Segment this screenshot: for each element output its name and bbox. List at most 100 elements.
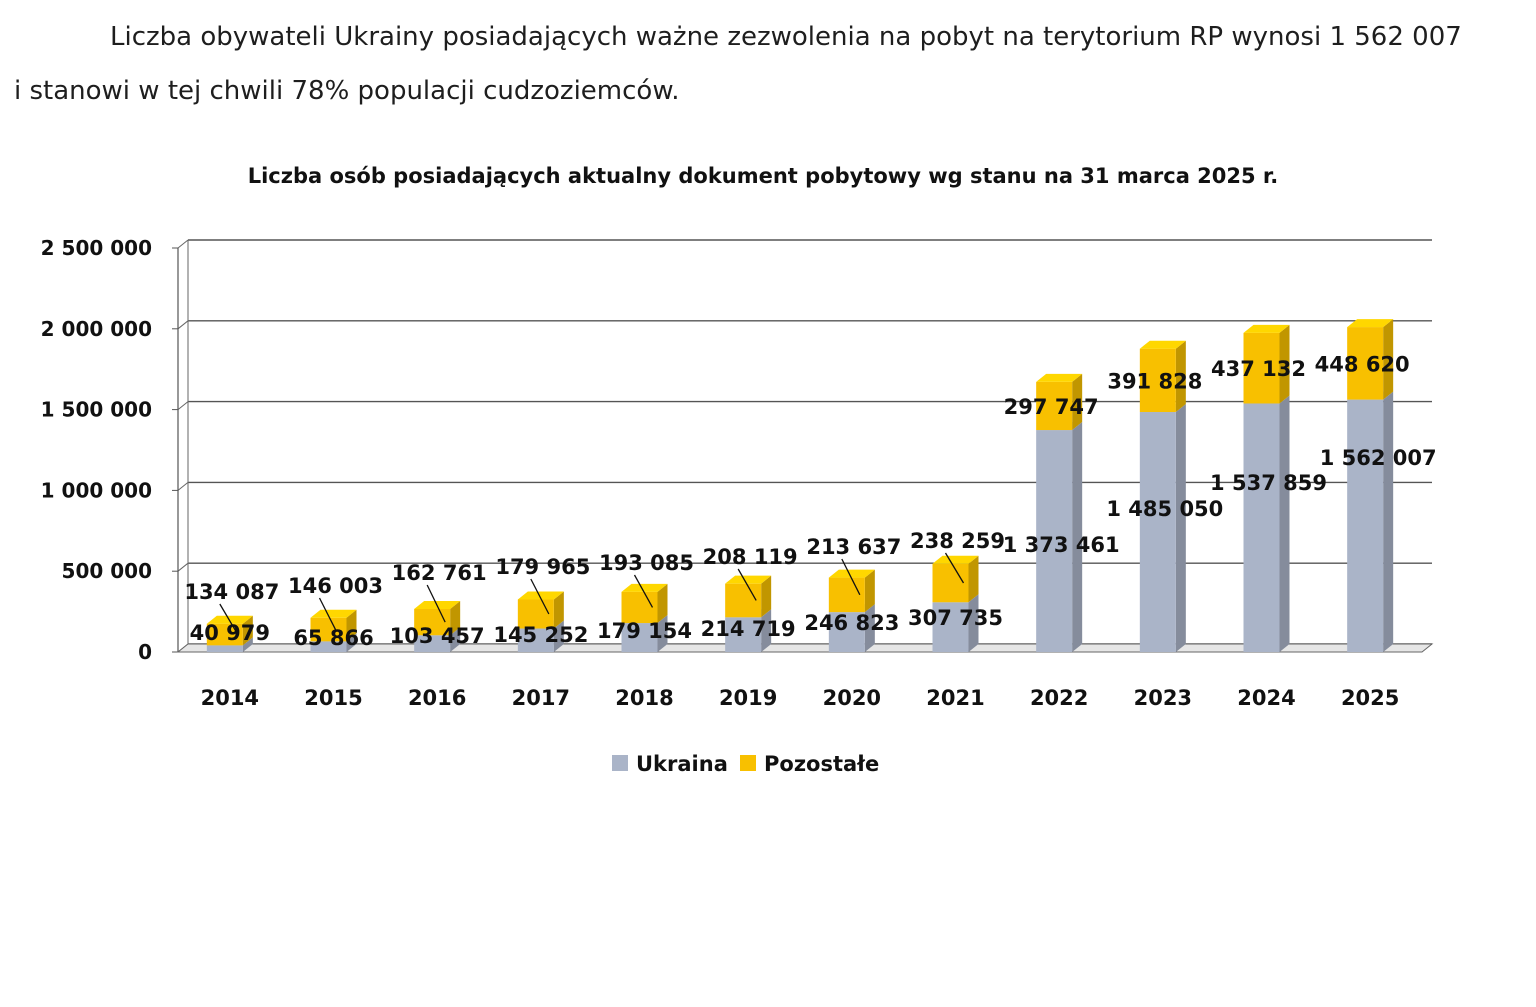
bar-ukraina-front (1243, 403, 1280, 652)
bar-pozostale (621, 583, 668, 624)
x-category-label: 2021 (926, 686, 984, 710)
x-category-label: 2022 (1030, 686, 1088, 710)
bar-pozostale-top (1347, 319, 1394, 328)
bar-column-2017 (517, 591, 564, 652)
bar-pozostale-front (414, 608, 451, 636)
gridline-depth (177, 320, 189, 330)
bar-pozostale-front (828, 577, 865, 613)
bar-ukraina-side (1383, 391, 1394, 652)
bar-pozostale (310, 609, 357, 642)
bar-column-2021 (932, 555, 979, 652)
bar-ukraina-side (657, 615, 668, 652)
bar-ukraina-side (242, 637, 253, 652)
data-label-ukraina: 1 485 050 (1106, 497, 1223, 521)
data-label-pozostale: 162 761 (392, 561, 487, 585)
data-label-ukraina: 103 457 (390, 624, 485, 648)
bar-pozostale-top (828, 569, 875, 578)
intro-text: Liczba obywateli Ukrainy posiadających w… (14, 10, 1514, 118)
bar-pozostale-side (1175, 340, 1186, 413)
bar-pozostale (1243, 324, 1290, 404)
bar-pozostale (414, 600, 461, 636)
data-labels: 40 979 134 087 65 866 146 003 103 457 162 761… (184, 352, 1436, 650)
bar-ukraina-side (968, 594, 979, 652)
bar-pozostale-side (553, 591, 564, 629)
bar-pozostale-front (1347, 327, 1384, 400)
stacked-bar-chart: Liczba osób posiadających aktualny dokum… (41, 164, 1437, 776)
bar-ukraina (1036, 422, 1083, 652)
bars (206, 319, 1394, 652)
bar-pozostale-front (932, 563, 969, 603)
y-tick-label: 2 500 000 (41, 236, 152, 260)
data-label-ukraina: 307 735 (908, 606, 1003, 630)
bar-column-2018 (621, 583, 668, 652)
y-tick-label: 1 500 000 (41, 398, 152, 422)
chart-floor (176, 643, 1434, 653)
bar-pozostale-side (657, 583, 668, 624)
bar-ukraina-front (414, 635, 451, 652)
bar-pozostale (725, 575, 772, 618)
data-label-ukraina: 1 562 007 (1320, 446, 1437, 470)
legend: Ukraina Pozostałe (612, 752, 879, 776)
y-tick-label: 500 000 (62, 559, 152, 583)
x-category-label: 2014 (201, 686, 259, 710)
bar-pozostale (517, 591, 564, 629)
data-label-pozostale: 193 085 (599, 551, 694, 575)
x-category-label: 2023 (1134, 686, 1192, 710)
bar-pozostale-side (968, 555, 979, 603)
bar-ukraina (1139, 404, 1186, 652)
x-category-label: 2016 (408, 686, 466, 710)
bar-pozostale (1347, 319, 1394, 400)
bar-pozostale-side (761, 575, 772, 618)
x-category-label: 2015 (304, 686, 362, 710)
bar-pozostale-front (517, 599, 554, 629)
bar-column-2016 (414, 600, 461, 652)
y-tick-label: 0 (138, 640, 152, 664)
data-label-ukraina: 1 373 461 (1003, 533, 1120, 557)
legend-swatch-ukraina (612, 755, 628, 771)
bar-pozostale-top (1036, 373, 1083, 382)
bar-ukraina-side (450, 627, 461, 652)
data-label-pozostale: 391 828 (1107, 369, 1202, 393)
bar-pozostale-side (346, 609, 357, 642)
gridline-depth (177, 482, 189, 491)
leader-line (318, 597, 337, 630)
data-label-pozostale: 208 119 (703, 545, 798, 569)
bar-pozostale-top (1243, 324, 1290, 333)
bar-ukraina-front (517, 628, 554, 652)
gridline-depth (177, 239, 189, 249)
bar-column-2024 (1243, 324, 1290, 652)
bar-ukraina-front (828, 612, 865, 652)
data-label-pozostale: 448 620 (1315, 352, 1410, 376)
data-label-pozostale: 134 087 (184, 580, 279, 604)
data-label-ukraina: 1 537 859 (1210, 471, 1327, 495)
bar-pozostale-front (1243, 332, 1280, 404)
bar-pozostale-front (310, 617, 347, 642)
bar-pozostale-top (517, 591, 564, 600)
bar-ukraina (1243, 395, 1290, 652)
data-label-ukraina: 246 823 (804, 611, 899, 635)
bar-ukraina-side (1072, 422, 1083, 652)
data-label-pozostale: 146 003 (288, 574, 383, 598)
bar-column-2025 (1347, 319, 1394, 652)
bar-pozostale-front (1139, 348, 1176, 413)
chart-title: Liczba osób posiadających aktualny dokum… (248, 164, 1279, 188)
bar-pozostale-front (206, 623, 243, 646)
bar-pozostale-side (864, 569, 875, 613)
bar-pozostale-top (310, 609, 357, 618)
bar-ukraina-side (864, 604, 875, 652)
bar-pozostale-front (725, 583, 762, 618)
bar-pozostale (206, 615, 253, 646)
intro-line-2: i stanowi w tej chwili 78% populacji cud… (14, 76, 680, 106)
leader-line (944, 552, 965, 584)
bar-pozostale-top (1139, 340, 1186, 349)
bar-column-2020 (828, 569, 875, 652)
bar-pozostale-front (1036, 381, 1073, 431)
bar-column-2022 (1036, 373, 1083, 652)
bar-ukraina-front (621, 623, 658, 652)
gridline-depth (177, 562, 189, 572)
y-tick-label: 2 000 000 (41, 317, 152, 341)
bar-column-2014 (206, 615, 253, 652)
x-category-label: 2020 (823, 686, 881, 710)
bar-pozostale-side (450, 600, 461, 636)
intro-line-1: Liczba obywateli Ukrainy posiadających w… (110, 22, 1462, 52)
